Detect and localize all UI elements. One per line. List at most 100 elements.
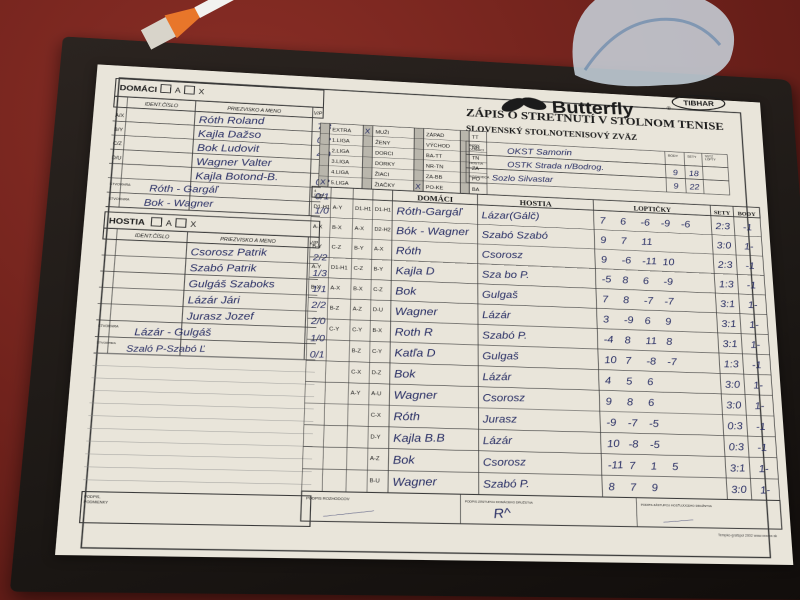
svg-text:X: X: [190, 220, 197, 229]
svg-text:ŠTVORHRA: ŠTVORHRA: [97, 339, 117, 345]
svg-text:-5: -5: [649, 419, 660, 430]
svg-text:0:3: 0:3: [728, 442, 745, 453]
svg-text:Kajla Dažso: Kajla Dažso: [198, 129, 261, 141]
svg-text:HOSTIA: HOSTIA: [469, 161, 483, 165]
svg-text:3:1: 3:1: [720, 300, 736, 310]
svg-text:2:3: 2:3: [716, 260, 733, 270]
svg-text:Lázár: Lázár: [482, 371, 512, 383]
svg-text:A-X: A-X: [313, 224, 323, 230]
svg-text:-5: -5: [601, 275, 612, 285]
svg-text:LOPTY: LOPTY: [705, 158, 717, 162]
svg-text:IDENT.ČÍSLO: IDENT.ČÍSLO: [135, 232, 170, 240]
svg-text:-1: -1: [751, 361, 762, 371]
svg-text:Gulgáš Szaboks: Gulgáš Szaboks: [189, 280, 275, 291]
svg-text:B/Y: B/Y: [114, 127, 124, 133]
svg-text:-7: -7: [664, 297, 676, 307]
svg-text:A/X: A/X: [115, 113, 125, 119]
svg-text:Gulgaš: Gulgaš: [482, 351, 520, 363]
svg-text:10: 10: [607, 439, 621, 450]
svg-text:3.LIGA: 3.LIGA: [331, 159, 349, 165]
svg-text:4: 4: [605, 376, 612, 387]
svg-text:B-Y: B-Y: [354, 246, 364, 252]
svg-text:Csorosz: Csorosz: [482, 249, 524, 261]
svg-text:C-Z: C-Z: [373, 287, 384, 293]
svg-text:8: 8: [624, 336, 631, 346]
svg-text:-11: -11: [642, 257, 658, 267]
svg-text:A: A: [166, 219, 173, 228]
svg-text:BA-TT: BA-TT: [426, 154, 443, 160]
svg-text:Gulgaš: Gulgaš: [482, 289, 519, 301]
svg-text:10: 10: [604, 355, 618, 366]
svg-text:Bok: Bok: [393, 454, 417, 466]
svg-text:8: 8: [666, 337, 673, 347]
svg-text:DOMÁCI: DOMÁCI: [119, 83, 157, 94]
svg-text:-6: -6: [621, 256, 632, 266]
svg-text:Csorosz: Csorosz: [483, 456, 527, 469]
svg-text:A-Z: A-Z: [353, 307, 363, 313]
svg-text:3: 3: [603, 315, 610, 325]
svg-text:-5: -5: [649, 440, 660, 451]
svg-text:IDENT.ČÍSLO: IDENT.ČÍSLO: [144, 101, 178, 109]
svg-text:1: 1: [650, 461, 657, 472]
svg-text:Lázár: Lázár: [482, 310, 512, 322]
svg-text:C-X: C-X: [371, 413, 382, 419]
svg-text:7: 7: [599, 216, 607, 226]
svg-text:PO-KE: PO-KE: [426, 185, 444, 191]
svg-text:3:1: 3:1: [729, 464, 745, 475]
svg-text:-7: -7: [643, 296, 655, 306]
svg-text:6: 6: [648, 398, 655, 409]
svg-text:A-X: A-X: [354, 226, 364, 232]
svg-text:Róth: Róth: [396, 246, 422, 257]
svg-text:1-: 1-: [753, 381, 764, 391]
svg-text:TT: TT: [472, 135, 480, 141]
svg-text:PODPIS ZÁSTUPCU DOMÁCEHO DRUŽS: PODPIS ZÁSTUPCU DOMÁCEHO DRUŽSTVA: [465, 498, 533, 504]
svg-text:-9: -9: [663, 277, 674, 287]
svg-text:Bok - Wagner: Bok - Wagner: [144, 198, 214, 209]
svg-text:-1: -1: [755, 422, 766, 433]
svg-text:Szabó P.: Szabó P.: [483, 478, 530, 491]
svg-text:C-Y: C-Y: [329, 327, 340, 333]
svg-text:1/0: 1/0: [310, 333, 326, 343]
svg-text:PODPIS,: PODPIS,: [84, 495, 101, 500]
svg-text:Róth: Róth: [393, 411, 420, 423]
svg-text:A-X: A-X: [374, 247, 384, 253]
svg-text:ZA-BB: ZA-BB: [426, 175, 443, 181]
svg-text:D/U: D/U: [112, 155, 122, 161]
svg-text:-9: -9: [623, 316, 634, 326]
svg-text:1:3: 1:3: [723, 360, 739, 370]
svg-text:-9: -9: [606, 418, 617, 429]
svg-text:Jurasz: Jurasz: [481, 414, 518, 426]
svg-text:A-Y: A-Y: [311, 264, 321, 270]
svg-text:ZA: ZA: [472, 166, 480, 172]
svg-text:2.LIGA: 2.LIGA: [332, 149, 350, 155]
svg-text:ZÁPAD: ZÁPAD: [426, 132, 444, 139]
svg-text:Szabó P.: Szabó P.: [482, 330, 527, 342]
svg-text:B-X: B-X: [353, 286, 363, 292]
svg-text:ŽIAČKY: ŽIAČKY: [374, 181, 395, 189]
svg-text:22: 22: [688, 182, 700, 191]
svg-text:9: 9: [672, 168, 678, 177]
svg-text:-1: -1: [757, 443, 768, 454]
svg-text:0/1: 0/1: [310, 350, 325, 360]
svg-text:6: 6: [647, 377, 654, 388]
svg-text:-1: -1: [745, 262, 755, 272]
svg-text:ŠTVORHRA: ŠTVORHRA: [109, 181, 131, 187]
svg-text:B-X: B-X: [372, 328, 382, 334]
svg-text:7: 7: [602, 295, 610, 305]
svg-text:0:3: 0:3: [727, 421, 744, 432]
svg-text:3:0: 3:0: [716, 241, 732, 251]
svg-text:D1-H1: D1-H1: [313, 204, 330, 210]
svg-text:Sozlo Silvastar: Sozlo Silvastar: [492, 173, 555, 184]
svg-text:5: 5: [672, 462, 680, 473]
svg-text:5: 5: [626, 377, 633, 388]
svg-text:-1: -1: [742, 223, 752, 233]
svg-text:Lázár - Gulgáš: Lázár - Gulgáš: [134, 327, 211, 338]
svg-text:-7: -7: [627, 418, 639, 429]
svg-text:ŽENY: ŽENY: [375, 139, 391, 147]
svg-text:1-: 1-: [744, 242, 755, 252]
svg-text:C-Z: C-Z: [354, 266, 365, 272]
svg-text:8: 8: [622, 276, 629, 286]
svg-text:9: 9: [651, 483, 659, 494]
svg-text:1-: 1-: [760, 485, 772, 496]
svg-text:8: 8: [623, 296, 630, 306]
